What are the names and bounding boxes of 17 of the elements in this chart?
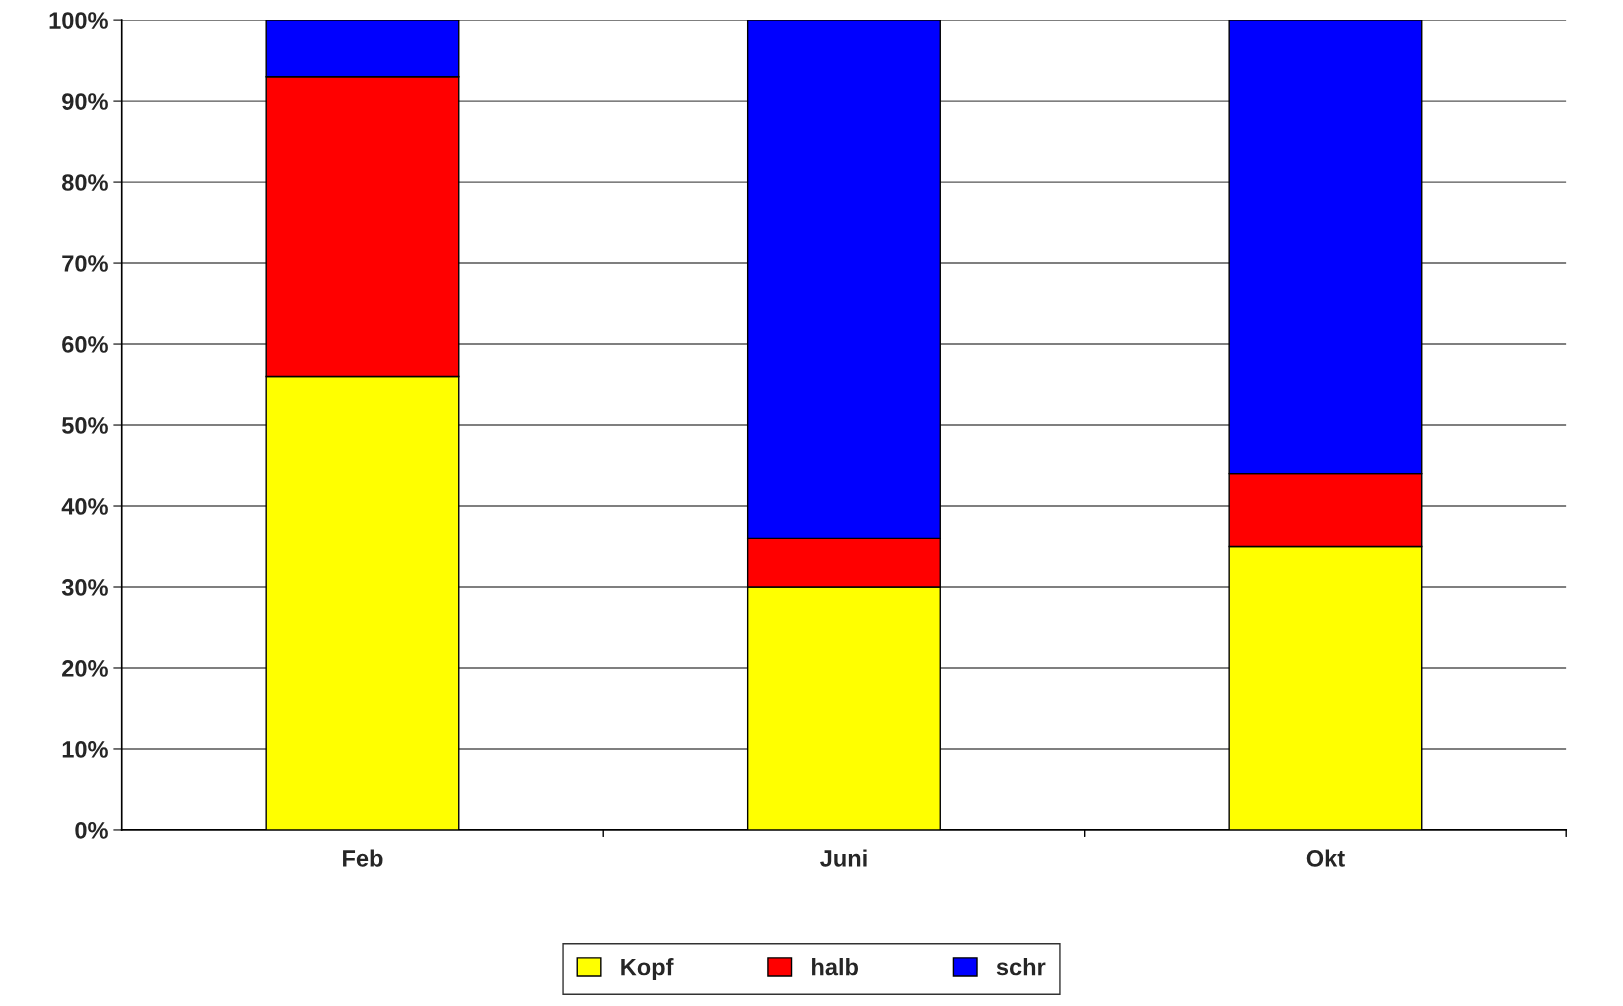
y-tick-label: 20% <box>62 660 108 677</box>
y-tick-label: 40% <box>61 498 108 515</box>
x-tick-label: Juni <box>820 849 867 867</box>
y-tick-label: 60% <box>62 336 108 353</box>
x-tick-label: Feb <box>343 849 383 867</box>
y-tick-label: 10% <box>62 741 108 758</box>
y-tick-label: 50% <box>62 417 108 434</box>
y-tick-label: 30% <box>61 579 108 596</box>
y-tick-label: 90% <box>62 93 108 110</box>
y-tick-label: 0% <box>75 822 108 839</box>
y-tick-label: 70% <box>62 255 108 272</box>
y-tick-label: 100% <box>49 12 108 29</box>
x-tick-label: Okt <box>1306 849 1345 867</box>
legend-label: Kopf <box>621 958 674 981</box>
y-tick-label: 80% <box>62 174 108 191</box>
legend-label: schr <box>996 958 1046 976</box>
legend-label: halb <box>812 958 858 976</box>
